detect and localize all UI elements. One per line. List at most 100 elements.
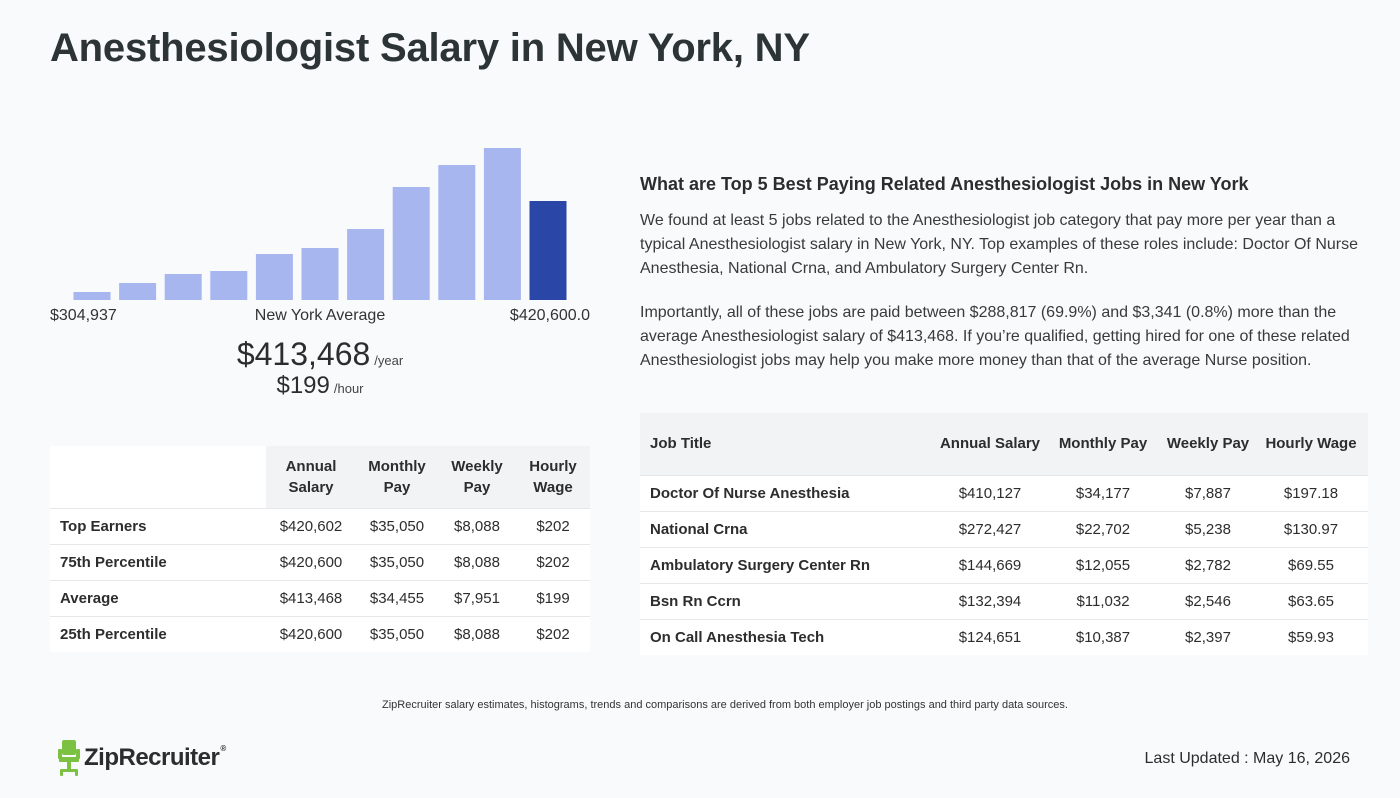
data-source-disclaimer: ZipRecruiter salary estimates, histogram…: [382, 699, 1068, 711]
histogram-average-label: New York Average: [254, 307, 386, 324]
brand-name: ZipRecruiter®: [84, 744, 226, 772]
histogram-bar: [483, 148, 521, 300]
monthly-cell: $35,050: [356, 507, 438, 544]
histogram-bar: [164, 274, 202, 300]
monthly-cell: $11,032: [1044, 582, 1162, 619]
monthly-cell: $34,177: [1044, 474, 1162, 511]
annual-cell: $420,600: [266, 615, 356, 652]
weekly-cell: $2,546: [1162, 582, 1254, 619]
percentile-table-header-row: Annual Salary Monthly Pay Weekly Pay Hou…: [50, 446, 590, 508]
weekly-cell: $2,782: [1162, 546, 1254, 583]
hourly-wage-unit: /hour: [333, 381, 364, 396]
annual-cell: $420,602: [266, 507, 356, 544]
table-row: National Crna $272,427 $22,702 $5,238 $1…: [640, 510, 1368, 547]
hourly-cell: $63.65: [1254, 582, 1368, 619]
jobs-header-annual: Annual Salary: [936, 413, 1044, 475]
hourly-cell: $69.55: [1254, 546, 1368, 583]
histogram-bar: [301, 248, 339, 300]
page-title: Anesthesiologist Salary in New York, NY: [50, 26, 810, 70]
row-label: Top Earners: [50, 507, 266, 544]
table-row: Bsn Rn Ccrn $132,394 $11,032 $2,546 $63.…: [640, 582, 1368, 619]
histogram-bar: [392, 187, 430, 300]
salary-histogram: [50, 140, 590, 300]
histogram-axis-labels: $304,937 New York Average $420,600.0: [50, 307, 590, 327]
histogram-max-label: $420,600.0: [509, 307, 590, 324]
jobs-table-header-row: Job Title Annual Salary Monthly Pay Week…: [640, 413, 1368, 475]
histogram-bar: [255, 254, 293, 300]
hourly-cell: $202: [516, 507, 590, 544]
monthly-cell: $34,455: [356, 579, 438, 616]
table-row: 75th Percentile $420,600 $35,050 $8,088 …: [50, 543, 590, 580]
percentile-header-hourly: Hourly Wage: [516, 446, 590, 508]
histogram-bar-average: [529, 201, 567, 300]
hourly-cell: $197.18: [1254, 474, 1368, 511]
hourly-wage-value: $199: [276, 372, 330, 399]
chair-icon: [58, 740, 80, 776]
row-label: 25th Percentile: [50, 615, 266, 652]
histogram-bar: [438, 165, 476, 300]
weekly-cell: $5,238: [1162, 510, 1254, 547]
table-row: 25th Percentile $420,600 $35,050 $8,088 …: [50, 615, 590, 652]
annual-cell: $132,394: [936, 582, 1044, 619]
table-row: Doctor Of Nurse Anesthesia $410,127 $34,…: [640, 474, 1368, 511]
annual-cell: $272,427: [936, 510, 1044, 547]
monthly-cell: $22,702: [1044, 510, 1162, 547]
annual-cell: $124,651: [936, 618, 1044, 655]
histogram-svg: [73, 148, 567, 300]
annual-cell: $144,669: [936, 546, 1044, 583]
percentile-header-weekly: Weekly Pay: [438, 446, 516, 508]
hourly-cell: $202: [516, 615, 590, 652]
monthly-cell: $35,050: [356, 543, 438, 580]
brand-name-text: ZipRecruiter: [84, 744, 220, 771]
table-row: Ambulatory Surgery Center Rn $144,669 $1…: [640, 546, 1368, 583]
annual-salary-value: $413,468: [236, 336, 371, 372]
monthly-cell: $35,050: [356, 615, 438, 652]
histogram-bar: [73, 292, 111, 300]
table-row: On Call Anesthesia Tech $124,651 $10,387…: [640, 618, 1368, 655]
related-jobs-paragraph-1: We found at least 5 jobs related to the …: [640, 212, 1358, 277]
jobs-header-monthly: Monthly Pay: [1044, 413, 1162, 475]
table-row: Average $413,468 $34,455 $7,951 $199: [50, 579, 590, 616]
ziprecruiter-logo[interactable]: ZipRecruiter®: [58, 740, 226, 776]
job-title-cell: Bsn Rn Ccrn: [640, 582, 936, 619]
histogram-bar: [347, 229, 385, 300]
table-row: Top Earners $420,602 $35,050 $8,088 $202: [50, 507, 590, 544]
jobs-header-title: Job Title: [640, 413, 936, 475]
related-jobs-paragraph-2: Importantly, all of these jobs are paid …: [640, 304, 1350, 369]
histogram-min-label: $304,937: [50, 307, 117, 324]
row-label: Average: [50, 579, 266, 616]
hourly-wage-headline: $199/hour: [50, 372, 590, 400]
weekly-cell: $2,397: [1162, 618, 1254, 655]
last-updated-date: Last Updated : May 16, 2026: [1144, 750, 1350, 767]
annual-cell: $410,127: [936, 474, 1044, 511]
jobs-header-hourly: Hourly Wage: [1254, 413, 1368, 475]
histogram-bar: [119, 283, 157, 300]
annual-cell: $413,468: [266, 579, 356, 616]
histogram-bar: [210, 271, 248, 300]
related-jobs-table: Job Title Annual Salary Monthly Pay Week…: [640, 413, 1368, 655]
monthly-cell: $10,387: [1044, 618, 1162, 655]
row-label: 75th Percentile: [50, 543, 266, 580]
weekly-cell: $7,951: [438, 579, 516, 616]
annual-cell: $420,600: [266, 543, 356, 580]
weekly-cell: $7,887: [1162, 474, 1254, 511]
hourly-cell: $202: [516, 543, 590, 580]
annual-salary-headline: $413,468/year: [50, 336, 590, 373]
percentile-header-monthly: Monthly Pay: [356, 446, 438, 508]
percentile-header-annual: Annual Salary: [266, 446, 356, 508]
percentile-table: Annual Salary Monthly Pay Weekly Pay Hou…: [50, 446, 590, 652]
job-title-cell: Ambulatory Surgery Center Rn: [640, 546, 936, 583]
job-title-cell: National Crna: [640, 510, 936, 547]
annual-salary-unit: /year: [374, 353, 404, 368]
percentile-header-blank: [50, 446, 266, 508]
hourly-cell: $59.93: [1254, 618, 1368, 655]
jobs-header-weekly: Weekly Pay: [1162, 413, 1254, 475]
brand-registered-mark: ®: [220, 744, 226, 753]
related-jobs-heading: What are Top 5 Best Paying Related Anest…: [640, 174, 1249, 194]
job-title-cell: On Call Anesthesia Tech: [640, 618, 936, 655]
monthly-cell: $12,055: [1044, 546, 1162, 583]
hourly-cell: $199: [516, 579, 590, 616]
job-title-cell: Doctor Of Nurse Anesthesia: [640, 474, 936, 511]
weekly-cell: $8,088: [438, 543, 516, 580]
hourly-cell: $130.97: [1254, 510, 1368, 547]
